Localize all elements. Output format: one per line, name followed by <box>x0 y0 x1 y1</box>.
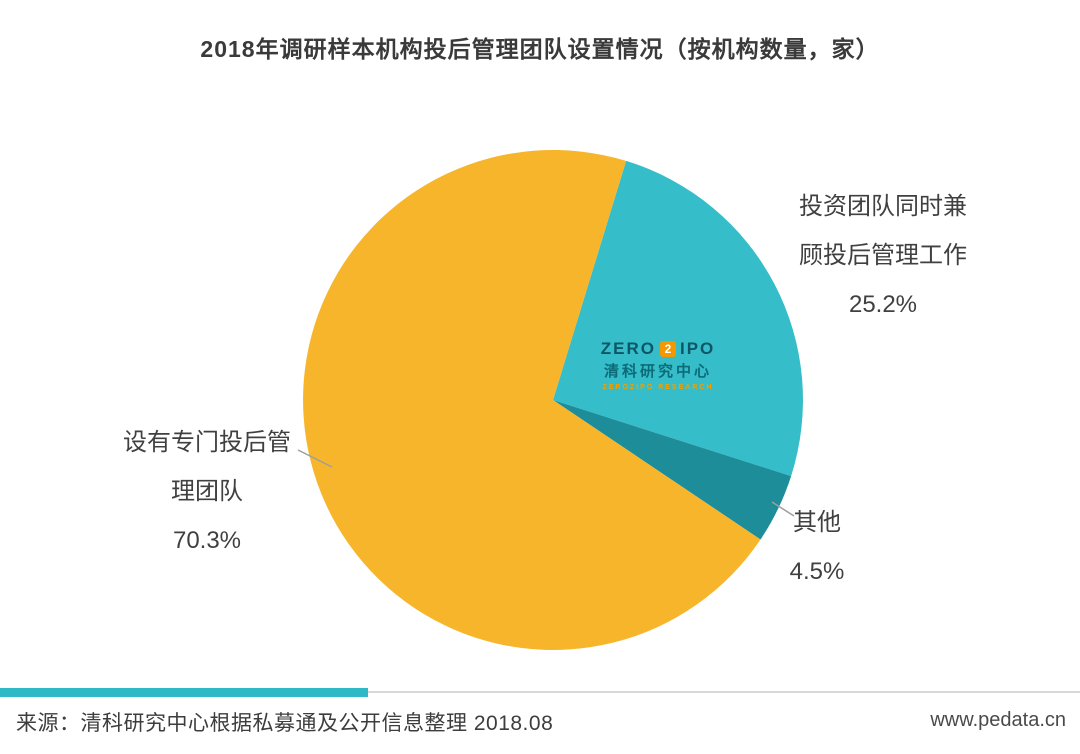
chart-title: 2018年调研样本机构投后管理团队设置情况（按机构数量，家） <box>200 36 880 62</box>
callout-other-value: 4.5% <box>789 558 845 585</box>
footer-accent-bar <box>0 688 368 697</box>
logo-two-badge: 2 <box>659 340 676 357</box>
callout-other: 其他 4.5% <box>752 498 882 596</box>
pie-slices <box>303 149 803 650</box>
label-leader-line-left <box>297 449 333 468</box>
callout-dedicated-team-line2: 理团队 <box>171 478 243 505</box>
callout-other-label: 其他 <box>793 509 841 536</box>
callout-invest-team: 投资团队同时兼 顾投后管理工作 25.2% <box>763 182 1003 329</box>
logo-zero-text: ZERO <box>600 339 656 358</box>
callout-invest-team-line2: 顾投后管理工作 <box>799 242 967 269</box>
logo-chinese-name: 清科研究中心 <box>603 363 712 380</box>
callout-dedicated-team: 设有专门投后管 理团队 70.3% <box>72 418 342 565</box>
callout-dedicated-team-value: 70.3% <box>172 527 242 554</box>
callout-dedicated-team-line1: 设有专门投后管 <box>123 429 291 456</box>
logo-ipo-text: IPO <box>679 339 716 358</box>
website-text: www.pedata.cn <box>930 709 1066 731</box>
pie-slice-other <box>553 400 792 540</box>
logo-subtitle: ZEROZIPO RESEARCH <box>602 384 714 391</box>
callout-invest-team-value: 25.2% <box>848 291 918 318</box>
footer-divider-line <box>368 691 1080 693</box>
pie-slice-invest-team-concurrent <box>553 160 803 477</box>
pie-slice-dedicated-team <box>303 149 761 650</box>
zero2ipo-logo: ZERO 2 IPO 清科研究中心 ZEROZIPO RESEARCH <box>588 340 728 391</box>
source-text: 来源：清科研究中心根据私募通及公开信息整理 2018.08 <box>16 712 554 735</box>
callout-invest-team-line1: 投资团队同时兼 <box>799 193 967 220</box>
label-leader-line-other <box>771 501 795 517</box>
zero2ipo-logo-wordmark: ZERO 2 IPO <box>588 340 728 357</box>
